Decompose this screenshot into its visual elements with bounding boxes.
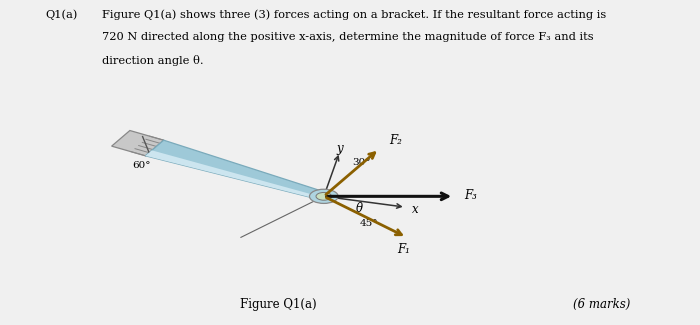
Text: direction angle θ.: direction angle θ. [102,55,204,66]
Text: F₂: F₂ [389,134,402,147]
Text: Figure Q1(a): Figure Q1(a) [240,298,316,311]
Text: θ: θ [356,202,363,215]
Circle shape [316,192,332,200]
Text: Figure Q1(a) shows three (3) forces acting on a bracket. If the resultant force : Figure Q1(a) shows three (3) forces acti… [102,9,607,20]
Text: y: y [336,142,343,155]
Text: 45°: 45° [360,219,379,228]
Text: 30°: 30° [352,158,371,167]
Text: x: x [412,203,419,216]
Text: (6 marks): (6 marks) [573,298,630,311]
Text: 60°: 60° [132,161,150,170]
Circle shape [309,189,338,203]
Polygon shape [146,140,328,200]
Text: Q1(a): Q1(a) [46,9,78,20]
Text: F₃: F₃ [464,189,477,202]
Polygon shape [146,150,323,200]
Polygon shape [111,131,164,156]
Text: 720 N directed along the positive x-axis, determine the magnitude of force F₃ an: 720 N directed along the positive x-axis… [102,32,594,42]
Text: F₁: F₁ [397,243,410,256]
